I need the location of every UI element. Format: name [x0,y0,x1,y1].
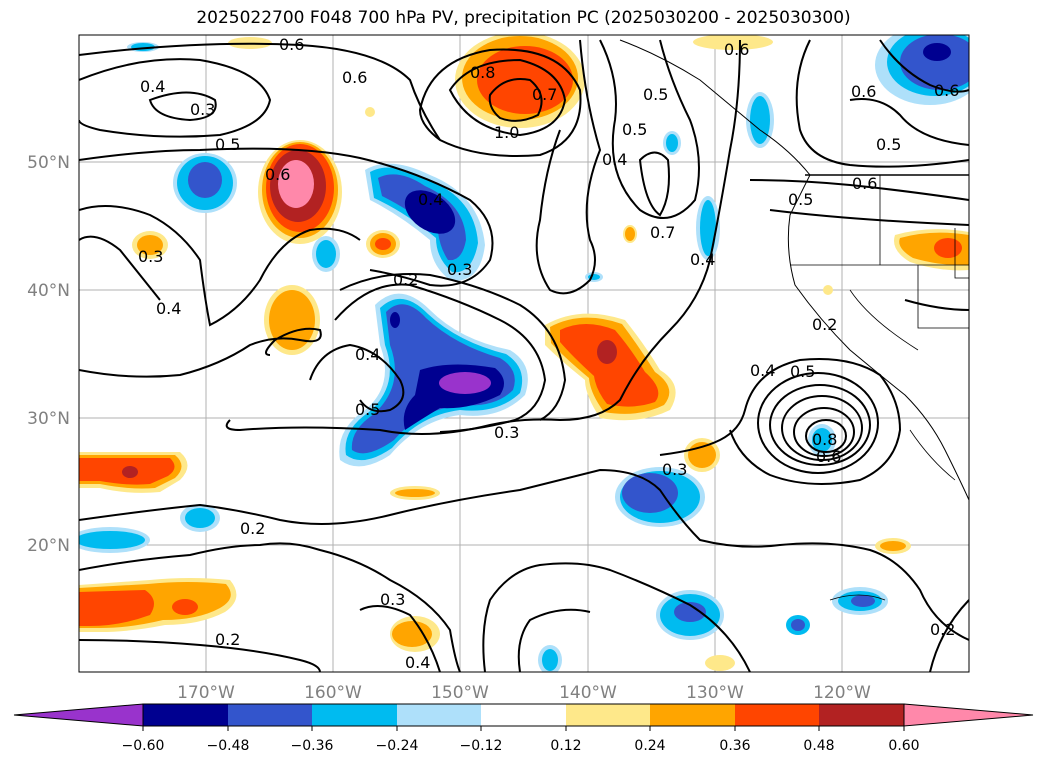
contour-label: 0.3 [190,100,215,119]
colorbar-tick: 0.48 [803,738,834,754]
precip-shading [79,35,969,672]
contour-label: 0.3 [662,460,687,479]
colorbar-segment [481,704,566,726]
lon-tick: 150°W [431,683,489,703]
colorbar-tick: 0.24 [634,738,665,754]
colorbar-tick: −0.36 [291,738,334,754]
contour-label: 0.3 [380,590,405,609]
colorbar-tick: −0.24 [376,738,419,754]
contour-label: 0.2 [930,620,955,639]
contour-label: 0.6 [265,165,290,184]
colorbar: −0.60 −0.48 −0.36 −0.24 −0.12 0.12 0.24 … [13,703,1034,754]
lon-tick: 120°W [813,683,871,703]
contour-label: 0.5 [788,190,813,209]
contour-label: 0.7 [532,85,557,104]
colorbar-segment [228,704,312,726]
lon-tick: 140°W [559,683,617,703]
contour-label: 0.5 [215,135,240,154]
contour-label: 0.2 [215,630,240,649]
contour-label: 0.4 [405,653,430,672]
contour-label: 0.5 [876,135,901,154]
latitude-ticks: 50°N 40°N 30°N 20°N [27,153,70,556]
contour-label: 0.2 [393,270,418,289]
colorbar-tick: −0.12 [460,738,503,754]
colorbar-segment [819,704,904,726]
contour-label: 0.4 [355,345,380,364]
contour-label: 0.4 [418,190,443,209]
colorbar-segment [735,704,819,726]
contour-label: 0.3 [138,247,163,266]
contour-label: 0.6 [724,40,749,59]
map-title: 2025022700 F048 700 hPa PV, precipitatio… [196,8,851,28]
colorbar-segment [566,704,650,726]
colorbar-extend-min [13,703,144,727]
colorbar-tick: −0.48 [207,738,250,754]
lon-tick: 130°W [686,683,744,703]
colorbar-segment [397,704,481,726]
contour-label: 0.6 [934,81,959,100]
lon-tick: 160°W [304,683,362,703]
contour-label: 0.2 [240,519,265,538]
contour-label: 0.3 [494,423,519,442]
colorbar-segment [312,704,397,726]
colorbar-segment [650,704,735,726]
map-panel: 0.6 0.6 0.4 0.3 0.5 0.8 0.7 1.0 0.5 0.4 … [79,35,969,672]
lat-tick: 40°N [27,281,70,301]
contour-label: 0.5 [622,120,647,139]
contour-label: 0.4 [750,361,775,380]
contour-label: 0.4 [602,150,627,169]
lon-tick: 170°W [177,683,235,703]
contour-label: 0.8 [812,430,837,449]
colorbar-tick: 0.36 [719,738,750,754]
contour-label: 0.5 [355,400,380,419]
lat-tick: 30°N [27,409,70,429]
contour-label: 0.6 [816,447,841,466]
lat-tick: 20°N [27,536,70,556]
contour-label: 0.7 [650,223,675,242]
contour-label: 0.6 [342,68,367,87]
contour-label: 0.3 [447,260,472,279]
contour-label: 0.2 [812,315,837,334]
contour-label: 1.0 [494,123,519,142]
map-frame [78,34,970,673]
contour-labels: 0.6 0.6 0.4 0.3 0.5 0.8 0.7 1.0 0.5 0.4 … [138,35,959,672]
colorbar-segment [143,704,228,726]
contour-label: 0.4 [156,299,181,318]
colorbar-tick: 0.60 [888,738,919,754]
longitude-ticks: 170°W 160°W 150°W 140°W 130°W 120°W [177,683,871,703]
contour-label: 0.4 [140,77,165,96]
contour-label: 0.6 [279,35,304,54]
pv-contours [79,39,969,672]
contour-label: 0.5 [643,85,668,104]
contour-label: 0.4 [690,250,715,269]
lat-tick: 50°N [27,153,70,173]
contour-label: 0.6 [852,174,877,193]
colorbar-tick: −0.60 [122,738,165,754]
contour-label: 0.5 [790,362,815,381]
contour-label: 0.6 [851,82,876,101]
colorbar-tick: 0.12 [550,738,581,754]
colorbar-extend-max [903,703,1034,727]
contour-label: 0.8 [470,63,495,82]
